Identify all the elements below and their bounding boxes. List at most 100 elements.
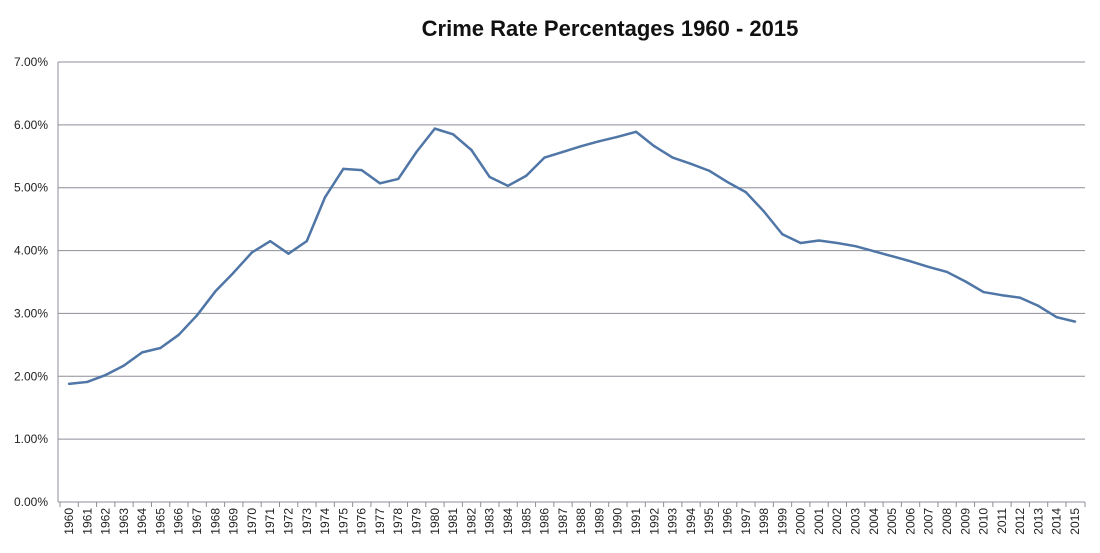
x-tick-label: 2006 xyxy=(903,508,917,535)
x-tick-label: 1981 xyxy=(446,508,460,535)
y-tick-label: 3.00% xyxy=(14,306,48,320)
x-tick-label: 1969 xyxy=(227,508,241,535)
x-tick-label: 1985 xyxy=(519,508,533,535)
data-point-1994 xyxy=(689,162,693,166)
x-tick-label: 1993 xyxy=(666,508,680,535)
data-point-2006 xyxy=(909,260,912,263)
data-point-1988 xyxy=(579,145,583,148)
data-point-1983 xyxy=(488,175,491,179)
x-tick-label: 1982 xyxy=(464,508,478,535)
data-point-2008 xyxy=(945,270,949,274)
data-point-1979 xyxy=(415,150,418,154)
x-tick-label: 2010 xyxy=(977,508,991,535)
data-point-2009 xyxy=(964,280,967,283)
y-tick-label: 7.00% xyxy=(14,55,48,69)
x-tick-label: 2005 xyxy=(885,508,899,535)
data-point-1971 xyxy=(269,239,272,243)
data-point-1985 xyxy=(525,174,528,177)
x-tick-label: 1974 xyxy=(318,508,332,535)
x-tick-label: 1988 xyxy=(574,508,588,535)
x-tick-label: 1962 xyxy=(99,508,113,535)
data-point-1987 xyxy=(561,150,565,154)
x-tick-label: 1978 xyxy=(391,508,405,535)
data-point-1990 xyxy=(616,135,619,138)
data-point-1966 xyxy=(177,333,180,336)
x-tick-label: 2012 xyxy=(1013,508,1027,535)
data-point-1984 xyxy=(506,184,510,188)
data-point-2001 xyxy=(817,239,821,242)
data-point-1975 xyxy=(342,167,345,171)
data-point-2005 xyxy=(890,255,894,258)
data-point-1963 xyxy=(122,364,126,367)
data-point-2014 xyxy=(1055,316,1058,319)
x-tick-label: 2013 xyxy=(1031,508,1045,535)
data-point-1992 xyxy=(653,145,656,148)
data-point-2003 xyxy=(854,244,857,248)
series-line-crime-rate xyxy=(68,127,1076,386)
data-point-2013 xyxy=(1037,304,1040,308)
x-tick-label: 1963 xyxy=(117,508,131,535)
data-point-1989 xyxy=(598,140,601,143)
x-tick-label: 1977 xyxy=(373,508,387,535)
data-point-1960 xyxy=(67,382,71,386)
x-tick-label: 2007 xyxy=(922,508,936,535)
chart-title: Crime Rate Percentages 1960 - 2015 xyxy=(421,16,799,41)
data-point-2011 xyxy=(1000,294,1004,297)
data-point-1967 xyxy=(195,314,199,317)
data-point-1964 xyxy=(140,351,144,354)
x-tick-label: 1972 xyxy=(281,508,295,535)
x-tick-label: 1987 xyxy=(556,508,570,535)
x-tick-label: 2008 xyxy=(940,508,954,535)
x-tick-label: 1994 xyxy=(684,508,698,535)
x-tick-label: 1986 xyxy=(538,508,552,535)
data-point-1961 xyxy=(86,380,89,384)
x-tick-label: 2001 xyxy=(812,508,826,535)
x-tick-label: 1973 xyxy=(300,508,314,535)
data-point-1972 xyxy=(287,252,290,255)
x-tick-label: 1964 xyxy=(135,508,149,535)
y-tick-label: 0.00% xyxy=(14,495,48,509)
data-point-1997 xyxy=(744,190,747,194)
x-tick-label: 1983 xyxy=(483,508,497,535)
data-point-1973 xyxy=(305,239,308,243)
y-tick-label: 6.00% xyxy=(14,118,48,132)
data-point-2002 xyxy=(836,241,839,245)
x-tick-label: 1968 xyxy=(208,508,222,535)
y-tick-label: 4.00% xyxy=(14,244,48,258)
data-point-1998 xyxy=(762,210,766,213)
data-point-1991 xyxy=(634,130,638,133)
x-tick-label: 1970 xyxy=(245,508,259,535)
data-point-1980 xyxy=(433,127,437,130)
data-point-1982 xyxy=(470,148,473,152)
data-point-2010 xyxy=(982,290,985,294)
data-point-2015 xyxy=(1073,320,1077,323)
x-tick-label: 1984 xyxy=(501,508,515,535)
data-point-1996 xyxy=(726,180,729,184)
x-tick-label: 1976 xyxy=(355,508,369,535)
x-tick-label: 1960 xyxy=(62,508,76,535)
data-point-1993 xyxy=(671,156,674,159)
x-tick-label: 2004 xyxy=(867,508,881,535)
x-tick-label: 1961 xyxy=(80,508,94,535)
data-point-1969 xyxy=(232,271,235,274)
data-point-2012 xyxy=(1018,296,1022,299)
x-tick-label: 1995 xyxy=(702,508,716,535)
data-point-1981 xyxy=(451,133,455,136)
y-tick-label: 5.00% xyxy=(14,181,48,195)
x-tick-label: 1966 xyxy=(172,508,186,535)
data-point-1995 xyxy=(707,169,711,172)
data-point-2004 xyxy=(872,250,875,253)
data-point-1986 xyxy=(543,156,546,159)
x-tick-label: 1992 xyxy=(647,508,661,535)
x-tick-label: 1991 xyxy=(629,508,643,535)
x-tick-label: 2015 xyxy=(1068,508,1082,535)
y-tick-label: 2.00% xyxy=(14,369,48,383)
x-tick-label: 1979 xyxy=(410,508,424,535)
data-point-1968 xyxy=(214,290,217,293)
x-tick-label: 2014 xyxy=(1050,508,1064,535)
y-tick-label: 1.00% xyxy=(14,432,48,446)
x-tick-label: 1989 xyxy=(592,508,606,535)
data-point-2000 xyxy=(799,241,802,245)
data-point-1974 xyxy=(323,195,327,199)
